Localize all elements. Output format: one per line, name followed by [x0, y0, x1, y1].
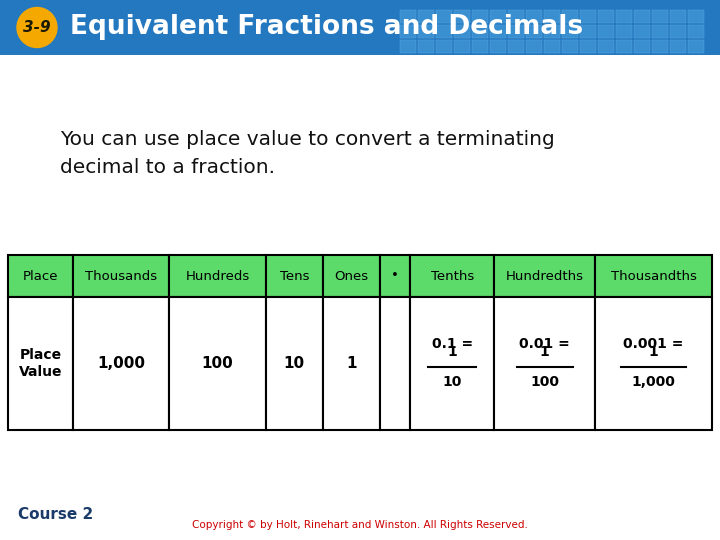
Bar [472, 25, 488, 38]
Text: 1: 1 [649, 346, 658, 360]
Bar [400, 10, 416, 23]
Bar [652, 25, 668, 38]
Text: Equivalent Fractions and Decimals: Equivalent Fractions and Decimals [70, 15, 583, 40]
Bar [598, 25, 614, 38]
Bar [169, 297, 266, 430]
Text: Tenths: Tenths [431, 269, 474, 282]
Bar [73, 297, 169, 430]
Bar [634, 25, 650, 38]
Bar [688, 25, 704, 38]
Bar [616, 10, 632, 23]
Bar [495, 255, 595, 297]
Bar [526, 40, 542, 53]
Bar [562, 10, 578, 23]
Bar [418, 25, 434, 38]
Text: Place
Value: Place Value [19, 348, 62, 379]
Bar [8, 255, 73, 297]
Bar [266, 297, 323, 430]
Bar [508, 40, 524, 53]
Bar [490, 25, 506, 38]
Bar [595, 297, 712, 430]
Bar [670, 40, 686, 53]
Bar [400, 40, 416, 53]
Bar [508, 10, 524, 23]
Circle shape [17, 8, 57, 48]
Text: Thousands: Thousands [85, 269, 157, 282]
Bar [410, 297, 495, 430]
Bar [436, 25, 452, 38]
Text: Course 2: Course 2 [18, 507, 94, 522]
Bar [410, 255, 495, 297]
Bar [652, 40, 668, 53]
Bar [454, 10, 470, 23]
Text: 0.01 =: 0.01 = [519, 336, 570, 350]
Bar [562, 25, 578, 38]
Bar [688, 40, 704, 53]
Text: 1,000: 1,000 [97, 356, 145, 371]
Text: 1: 1 [346, 356, 356, 371]
Bar [598, 10, 614, 23]
Text: 10: 10 [284, 356, 305, 371]
Bar [454, 25, 470, 38]
Bar [490, 10, 506, 23]
Text: 3-9: 3-9 [23, 20, 51, 35]
Text: •: • [391, 269, 399, 282]
Text: 10: 10 [443, 375, 462, 388]
Bar [544, 10, 560, 23]
Bar [472, 10, 488, 23]
Bar [418, 40, 434, 53]
Bar [670, 25, 686, 38]
Bar [598, 40, 614, 53]
Text: 1: 1 [447, 346, 457, 360]
Bar [73, 255, 169, 297]
Text: 1,000: 1,000 [631, 375, 675, 388]
Bar [616, 25, 632, 38]
Bar [323, 297, 379, 430]
Bar [688, 10, 704, 23]
Bar [400, 25, 416, 38]
Text: 0.1 =: 0.1 = [431, 336, 473, 350]
Text: 0.001 =: 0.001 = [624, 336, 684, 350]
Bar [436, 40, 452, 53]
Bar [652, 10, 668, 23]
Bar [634, 40, 650, 53]
Bar [454, 40, 470, 53]
Bar [562, 40, 578, 53]
Bar [526, 10, 542, 23]
Bar [418, 10, 434, 23]
Bar [634, 10, 650, 23]
Bar [526, 25, 542, 38]
Text: Thousandths: Thousandths [611, 269, 696, 282]
Text: Hundreds: Hundreds [186, 269, 250, 282]
Bar [379, 297, 410, 430]
Bar [544, 40, 560, 53]
Bar [379, 255, 410, 297]
Bar [495, 297, 595, 430]
Bar [266, 255, 323, 297]
Bar [544, 25, 560, 38]
Text: 100: 100 [530, 375, 559, 388]
Bar [595, 255, 712, 297]
Bar [580, 10, 596, 23]
Text: 100: 100 [202, 356, 233, 371]
Bar [670, 10, 686, 23]
Text: Ones: Ones [334, 269, 369, 282]
Bar [169, 255, 266, 297]
Text: 1: 1 [540, 346, 549, 360]
Bar [580, 25, 596, 38]
Bar [616, 40, 632, 53]
Text: Tens: Tens [279, 269, 309, 282]
Bar [0, 0, 720, 55]
Text: Place: Place [23, 269, 58, 282]
Bar [436, 10, 452, 23]
Text: You can use place value to convert a terminating
decimal to a fraction.: You can use place value to convert a ter… [60, 130, 554, 177]
Text: Hundredths: Hundredths [505, 269, 584, 282]
Bar [323, 255, 379, 297]
Bar [508, 25, 524, 38]
Text: Copyright © by Holt, Rinehart and Winston. All Rights Reserved.: Copyright © by Holt, Rinehart and Winsto… [192, 520, 528, 530]
Bar [490, 40, 506, 53]
Bar [8, 297, 73, 430]
Bar [472, 40, 488, 53]
Bar [580, 40, 596, 53]
